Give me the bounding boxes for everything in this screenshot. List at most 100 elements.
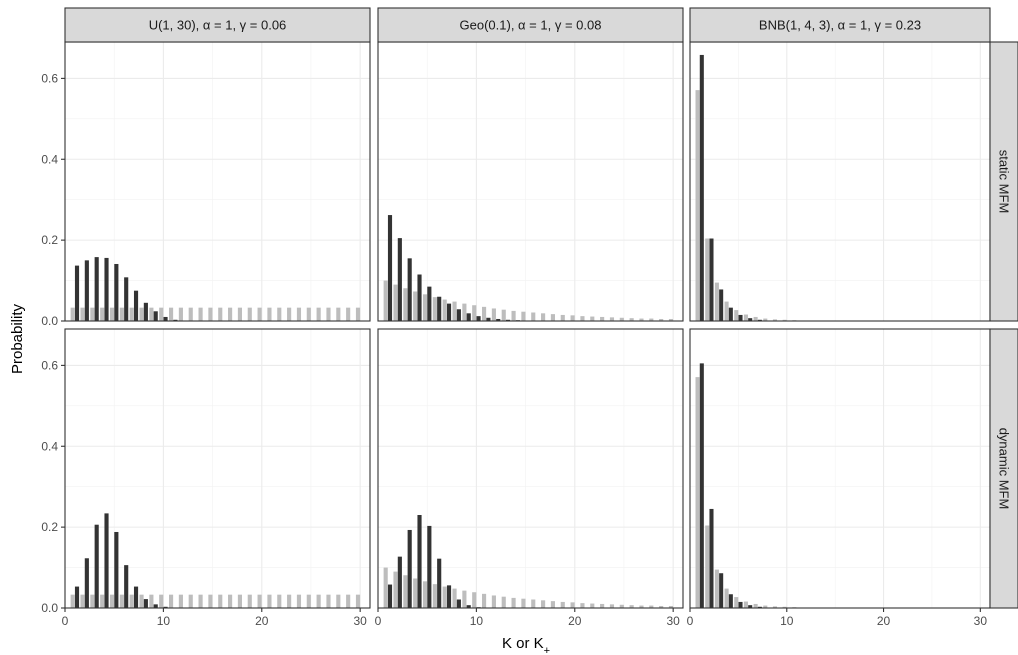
bar-k-27 [639,318,644,321]
panel-border [377,328,684,609]
panel-0-0 [64,41,371,322]
bar-kplus-2 [397,238,402,321]
bar-k-23 [287,307,292,321]
bar-kplus-9 [153,311,158,321]
bar-k-20 [257,594,262,608]
bar-k-9 [772,606,777,608]
bar-k-14 [511,310,516,321]
x-tick-label: 10 [157,614,171,628]
bar-kplus-1 [74,586,80,608]
bar-kplus-6 [437,558,442,608]
bar-k-12 [491,308,496,321]
bar-kplus-7 [133,586,139,608]
bar-kplus-6 [748,605,753,608]
bar-k-7 [442,586,447,608]
bar-k-12 [491,595,496,608]
y-tick-label: 0.0 [41,601,58,615]
bar-k-11 [481,306,487,321]
panel-1-0 [64,328,371,609]
bar-kplus-3 [94,524,99,608]
bar-k-28 [336,594,341,608]
bar-k-10 [472,305,477,321]
column-strip-label: U(1, 30), α = 1, γ = 0.06 [149,18,287,33]
panel-1-2 [689,328,991,609]
bar-k-3 [714,282,719,321]
bar-k-8 [452,588,457,608]
bar-kplus-6 [124,565,129,608]
bar-k-9 [149,307,154,321]
bar-kplus-1 [387,584,393,608]
bar-k-19 [560,314,565,321]
bar-k-8 [452,301,457,321]
bar-k-11 [168,594,174,608]
bar-k-6 [432,584,437,608]
bar-k-9 [462,590,467,608]
bar-k-26 [629,605,634,608]
x-tick-label: 20 [255,614,269,628]
bar-k-22 [277,594,282,608]
bar-k-24 [296,307,302,321]
column-strip-label: Geo(0.1), α = 1, γ = 0.08 [460,18,602,33]
bar-k-23 [600,316,605,321]
panel-background [65,329,370,608]
bar-k-19 [560,601,565,608]
x-tick-label: 20 [877,614,891,628]
x-axis: 0 10 20 30 0 10 20 30 0 10 20 30 [62,608,987,628]
bar-k-2 [80,594,85,608]
bar-k-26 [316,307,321,321]
bar-k-2 [705,238,710,321]
bar-k-24 [609,317,615,321]
panel-background [378,329,683,608]
bar-k-25 [306,307,311,321]
bar-k-9 [772,319,777,321]
bar-kplus-5 [738,601,743,608]
row-strip-1: dynamic MFM [989,328,1018,609]
panel-background [378,42,683,321]
bar-k-5 [734,597,739,608]
bar-k-18 [237,594,242,608]
bar-k-17 [228,307,233,321]
bar-kplus-10 [163,606,168,608]
bar-k-30 [668,605,674,608]
bar-k-21 [267,594,272,608]
bar-k-20 [257,307,262,321]
row-strip-label: dynamic MFM [997,428,1012,510]
y-tick-label: 0.2 [41,520,58,534]
bar-k-15 [521,311,526,321]
bar-k-14 [198,594,203,608]
bar-kplus-12 [496,318,501,321]
bar-k-17 [541,600,546,608]
bar-k-1 [383,280,388,321]
bar-k-28 [336,307,341,321]
column-strip-label: BNB(1, 4, 3), α = 1, γ = 0.23 [759,18,921,33]
bar-k-18 [550,314,555,321]
bar-kplus-1 [387,215,393,321]
bar-k-2 [705,525,710,608]
bar-k-3 [403,575,408,608]
bar-k-7 [753,316,758,321]
bar-kplus-5 [427,286,432,321]
panel-background [690,329,990,608]
bar-k-28 [649,605,654,608]
bar-k-21 [267,307,272,321]
y-tick-label: 0.6 [41,71,58,85]
panel-0-1 [377,41,684,322]
bar-k-14 [198,307,203,321]
bar-k-2 [393,284,398,321]
bar-k-3 [90,307,95,321]
bar-k-4 [413,578,418,608]
bar-k-6 [119,594,124,608]
panel-border [64,328,371,609]
bar-kplus-11 [173,319,178,321]
bar-k-7 [129,307,134,321]
bar-kplus-1 [74,265,80,321]
bar-k-5 [422,294,428,321]
bar-k-12 [178,594,183,608]
bar-kplus-7 [446,303,452,321]
strip-background [689,7,991,43]
bar-k-15 [208,307,213,321]
bar-k-3 [90,594,95,608]
y-tick-label: 0.2 [41,233,58,247]
bar-k-8 [763,318,768,321]
bar-kplus-7 [757,606,762,608]
